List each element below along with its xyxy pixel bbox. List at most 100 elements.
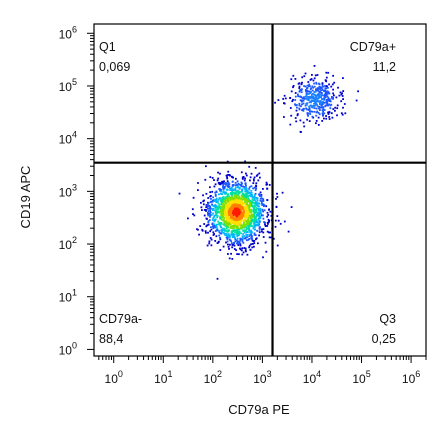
event-dot bbox=[276, 192, 278, 195]
event-dot bbox=[342, 106, 344, 109]
event-dot bbox=[332, 74, 334, 77]
event-dot bbox=[235, 212, 238, 215]
event-dot bbox=[325, 76, 328, 79]
event-dot bbox=[268, 220, 270, 222]
event-dot bbox=[244, 160, 246, 163]
event-dot bbox=[207, 197, 210, 199]
event-dot bbox=[253, 225, 256, 227]
event-dot bbox=[231, 225, 234, 227]
event-dot bbox=[240, 185, 243, 188]
y-axis-label: CD19 APC bbox=[18, 166, 33, 229]
event-dot bbox=[300, 91, 303, 94]
event-dot bbox=[239, 215, 242, 217]
event-dot bbox=[327, 92, 330, 94]
event-dot bbox=[244, 225, 246, 227]
event-dot bbox=[308, 85, 310, 88]
event-dot bbox=[248, 204, 251, 207]
event-dot bbox=[274, 225, 277, 228]
event-dot bbox=[315, 107, 318, 110]
event-dot bbox=[214, 193, 217, 196]
event-dot bbox=[240, 212, 243, 215]
event-dot bbox=[212, 196, 214, 199]
event-dot bbox=[241, 182, 243, 185]
x-tick-label: 105 bbox=[352, 369, 370, 386]
event-dot bbox=[227, 217, 230, 219]
event-dot bbox=[327, 86, 329, 89]
event-dot bbox=[344, 112, 347, 115]
event-dot bbox=[230, 252, 232, 255]
event-dot bbox=[255, 197, 258, 199]
event-dot bbox=[317, 116, 320, 119]
event-dot bbox=[225, 174, 228, 177]
event-dot bbox=[227, 219, 230, 222]
event-dot bbox=[316, 104, 319, 106]
event-dot bbox=[205, 231, 207, 234]
event-dot bbox=[325, 80, 328, 83]
event-dot bbox=[316, 93, 319, 96]
event-dot bbox=[233, 224, 236, 227]
event-dot bbox=[225, 222, 228, 224]
event-dot bbox=[298, 102, 301, 105]
event-dot bbox=[236, 242, 238, 245]
event-dot bbox=[323, 98, 326, 101]
event-dot bbox=[232, 201, 235, 204]
event-dot bbox=[223, 191, 226, 194]
event-dot bbox=[247, 216, 250, 218]
event-dot bbox=[230, 187, 233, 190]
event-dot bbox=[312, 105, 315, 107]
event-dot bbox=[215, 204, 217, 207]
event-dot bbox=[238, 212, 240, 215]
event-dot bbox=[197, 228, 199, 231]
event-dot bbox=[215, 199, 218, 201]
event-dot bbox=[296, 113, 299, 115]
event-dot bbox=[219, 197, 222, 200]
event-dot bbox=[248, 246, 250, 249]
event-dot bbox=[221, 212, 224, 215]
event-dot bbox=[306, 112, 309, 114]
event-dot bbox=[200, 201, 202, 204]
event-dot bbox=[266, 211, 269, 214]
event-dot bbox=[237, 228, 239, 231]
event-dot bbox=[235, 227, 238, 229]
event-dot bbox=[227, 170, 230, 173]
event-dot bbox=[212, 227, 215, 230]
event-dot bbox=[207, 221, 210, 223]
event-dot bbox=[214, 214, 217, 217]
event-dot bbox=[239, 184, 242, 186]
event-dot bbox=[338, 94, 341, 97]
event-dot bbox=[227, 224, 230, 227]
event-dot bbox=[252, 209, 255, 212]
event-dot bbox=[324, 85, 326, 87]
event-dot bbox=[212, 207, 215, 210]
event-dot bbox=[319, 96, 322, 98]
event-dot bbox=[242, 222, 245, 225]
event-dot bbox=[306, 92, 309, 95]
event-dot bbox=[315, 120, 318, 122]
event-dot bbox=[310, 99, 313, 102]
event-dot bbox=[207, 207, 209, 210]
event-dot bbox=[316, 110, 319, 113]
event-dot bbox=[328, 98, 331, 101]
event-dot bbox=[244, 190, 247, 193]
event-dot bbox=[239, 212, 242, 215]
event-dot bbox=[322, 98, 325, 100]
event-dot bbox=[307, 81, 310, 83]
event-dot bbox=[243, 179, 246, 182]
event-dot bbox=[247, 209, 250, 212]
event-dot bbox=[220, 189, 223, 191]
event-dot bbox=[257, 242, 259, 245]
event-dot bbox=[317, 124, 320, 126]
event-dot bbox=[323, 101, 326, 104]
event-dot bbox=[315, 114, 318, 117]
quadrant-q2-name: CD79a+ bbox=[350, 40, 396, 54]
event-dot bbox=[226, 180, 229, 183]
event-dot bbox=[219, 188, 221, 190]
event-dot bbox=[244, 177, 246, 180]
event-dot bbox=[234, 238, 237, 241]
event-dot bbox=[310, 87, 312, 90]
event-dot bbox=[235, 177, 237, 180]
event-dot bbox=[237, 230, 239, 233]
event-dot bbox=[205, 210, 207, 212]
event-dot bbox=[308, 107, 311, 110]
event-dot bbox=[321, 82, 324, 85]
